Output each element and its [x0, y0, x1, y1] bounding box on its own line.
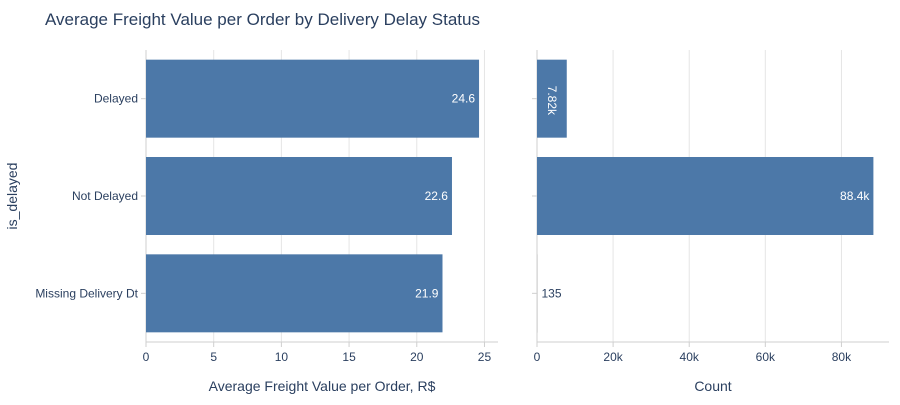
bar-missing-delivery-dt	[536, 254, 538, 333]
x-tick-label: 20k	[603, 350, 623, 364]
bar-not-delayed	[146, 157, 452, 235]
data-label: 88.4k	[840, 189, 870, 203]
x-tick-label: 20	[410, 350, 424, 364]
x-tick-label: 10	[275, 350, 289, 364]
y-tick-label: Delayed	[94, 92, 138, 106]
data-label: 135	[542, 286, 562, 300]
data-label: 7.82k	[545, 86, 559, 116]
data-label: 24.6	[452, 92, 476, 106]
panel-count: 0 20k 40k 60k 80k 7.82k 88.4k 135	[532, 50, 889, 364]
x-axis-title-count: Count	[694, 378, 731, 394]
bar-delayed	[146, 59, 480, 138]
x-tick-label: 40k	[680, 350, 700, 364]
x-tick-label: 15	[342, 350, 356, 364]
y-tick-label: Missing Delivery Dt	[35, 286, 138, 300]
x-tick-label: 0	[534, 350, 541, 364]
bar-delayed	[537, 59, 567, 138]
panel-freight: 0 5 10 15 20 25 Delayed 24.6 Not Delayed 22.6 Miss…	[35, 50, 498, 364]
x-tick-label: 25	[478, 350, 492, 364]
x-tick-label: 0	[143, 350, 150, 364]
y-tick-label: Not Delayed	[72, 189, 138, 203]
bar-missing-delivery-dt	[146, 254, 443, 333]
x-axis-title-freight: Average Freight Value per Order, R$	[209, 378, 436, 394]
data-label: 21.9	[415, 286, 439, 300]
x-tick-label: 80k	[832, 350, 852, 364]
chart-title: Average Freight Value per Order by Deliv…	[45, 10, 480, 29]
x-tick-label: 5	[210, 350, 217, 364]
data-label: 22.6	[425, 189, 449, 203]
x-tick-label: 60k	[756, 350, 776, 364]
y-axis-title: is_delayed	[4, 163, 20, 230]
bar-not-delayed	[537, 157, 874, 235]
